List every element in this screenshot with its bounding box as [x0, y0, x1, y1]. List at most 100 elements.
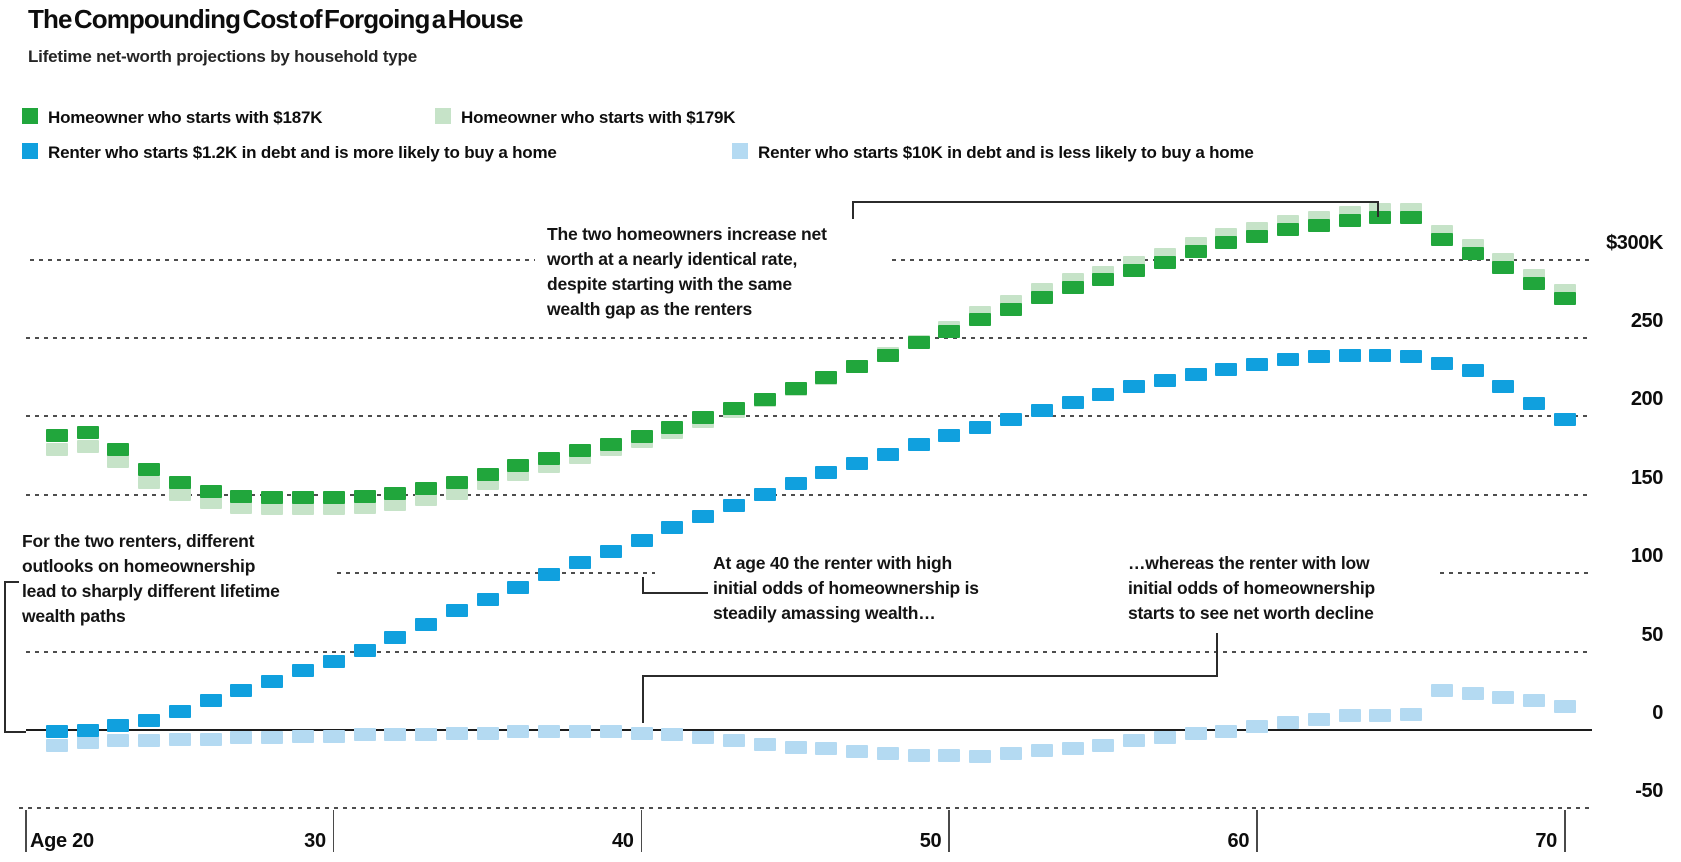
data-marker-series-0: [1061, 281, 1084, 295]
data-marker-series-0: [292, 491, 315, 505]
x-axis-label: 70: [1535, 830, 1557, 852]
data-marker-series-3: [1307, 712, 1330, 726]
data-marker-series-0: [45, 428, 68, 442]
legend-label: Homeowner who starts with $187K: [48, 108, 323, 127]
data-marker-series-0: [1215, 235, 1238, 249]
bracket-left-drop: [852, 201, 854, 219]
data-marker-series-3: [1369, 709, 1392, 723]
data-marker-series-3: [199, 732, 222, 746]
data-marker-series-1: [292, 502, 315, 516]
data-marker-series-0: [846, 359, 869, 373]
data-marker-series-3: [168, 732, 191, 746]
data-marker-series-2: [261, 674, 284, 688]
data-marker-series-2: [76, 723, 99, 737]
zero-axis-line: [26, 729, 1592, 731]
data-marker-series-1: [384, 497, 407, 511]
data-marker-series-0: [630, 430, 653, 444]
data-marker-series-2: [230, 684, 253, 698]
data-marker-series-2: [630, 533, 653, 547]
data-marker-series-2: [1123, 380, 1146, 394]
data-marker-series-0: [445, 475, 468, 489]
data-marker-series-3: [938, 748, 961, 762]
data-marker-series-2: [107, 718, 130, 732]
data-marker-series-1: [261, 502, 284, 516]
data-marker-series-3: [476, 726, 499, 740]
gridline-200: [26, 415, 1592, 418]
whereas-connector-drop: [642, 675, 644, 723]
data-marker-series-2: [692, 510, 715, 524]
data-marker-series-3: [292, 729, 315, 743]
data-marker-series-0: [1307, 218, 1330, 232]
x-axis-label: 50: [919, 830, 942, 852]
x-axis-label: 60: [1227, 830, 1250, 852]
renters-connector-top: [4, 581, 19, 583]
data-marker-series-2: [507, 580, 530, 594]
data-marker-series-2: [1030, 403, 1053, 417]
data-marker-series-2: [1276, 353, 1299, 367]
x-axis-tick: [948, 810, 950, 852]
data-marker-series-2: [415, 618, 438, 632]
data-marker-series-2: [168, 704, 191, 718]
data-marker-series-0: [1430, 232, 1453, 246]
data-marker-series-2: [1369, 348, 1392, 362]
gridline-50: [26, 650, 1592, 653]
data-marker-series-3: [661, 728, 684, 742]
data-marker-series-3: [507, 725, 530, 739]
data-marker-series-2: [138, 714, 161, 728]
y-axis-label: 100: [1630, 545, 1664, 568]
legend-swatch-green: [22, 108, 38, 124]
whereas-connector-horizontal: [642, 675, 1218, 677]
data-marker-series-0: [384, 486, 407, 500]
data-marker-series-0: [1246, 229, 1269, 243]
chart-subtitle: Lifetime net-worth projections by househ…: [28, 47, 417, 66]
renters-connector-vertical: [4, 581, 6, 733]
data-marker-series-2: [1215, 362, 1238, 376]
data-marker-series-1: [45, 442, 68, 456]
data-marker-series-3: [1215, 725, 1238, 739]
annotation-whereas: …whereas the renter with low initial odd…: [1128, 553, 1375, 623]
data-marker-series-3: [1492, 690, 1515, 704]
data-marker-series-3: [384, 728, 407, 742]
data-marker-series-0: [999, 303, 1022, 317]
bracket-top-line: [852, 201, 1379, 203]
data-marker-series-1: [415, 493, 438, 506]
data-marker-series-0: [1153, 256, 1176, 270]
legend-swatch-light-green: [435, 108, 451, 124]
y-axis-label: -50: [1635, 780, 1663, 803]
data-marker-series-3: [107, 734, 130, 748]
data-marker-series-0: [661, 420, 684, 434]
data-marker-series-0: [76, 425, 99, 439]
data-marker-series-0: [784, 381, 807, 395]
data-marker-series-2: [538, 568, 561, 582]
renters-connector-bottom: [4, 731, 26, 733]
data-marker-series-0: [1523, 276, 1546, 290]
data-marker-series-0: [692, 411, 715, 425]
data-marker-series-3: [907, 748, 930, 762]
data-marker-series-2: [1338, 348, 1361, 362]
y-axis-label: 50: [1641, 623, 1664, 646]
data-marker-series-3: [230, 731, 253, 745]
data-marker-series-3: [999, 747, 1022, 761]
data-marker-series-3: [1153, 731, 1176, 745]
data-marker-series-0: [722, 402, 745, 416]
data-marker-series-2: [569, 555, 592, 569]
legend-label: Homeowner who starts with $179K: [461, 108, 736, 127]
data-marker-series-2: [384, 630, 407, 644]
x-axis-label: Age 20: [30, 830, 94, 852]
data-marker-series-3: [599, 725, 622, 739]
data-marker-series-3: [1523, 693, 1546, 707]
legend-label: Renter who starts $10K in debt and is le…: [758, 143, 1254, 162]
age40-connector-horizontal: [642, 592, 708, 594]
data-marker-series-0: [1369, 210, 1392, 224]
data-marker-series-3: [692, 731, 715, 745]
annotation-age40: At age 40 the renter with high initial o…: [713, 553, 979, 623]
data-marker-series-3: [322, 729, 345, 743]
data-marker-series-3: [1461, 687, 1484, 701]
data-marker-series-2: [1153, 373, 1176, 387]
data-marker-series-1: [138, 475, 161, 489]
data-marker-series-0: [230, 489, 253, 503]
legend-swatch-light-blue: [732, 143, 748, 159]
annotation-homeowners: The two homeowners increase net worth at…: [547, 224, 827, 319]
data-marker-series-1: [322, 502, 345, 516]
data-marker-series-0: [168, 475, 191, 489]
